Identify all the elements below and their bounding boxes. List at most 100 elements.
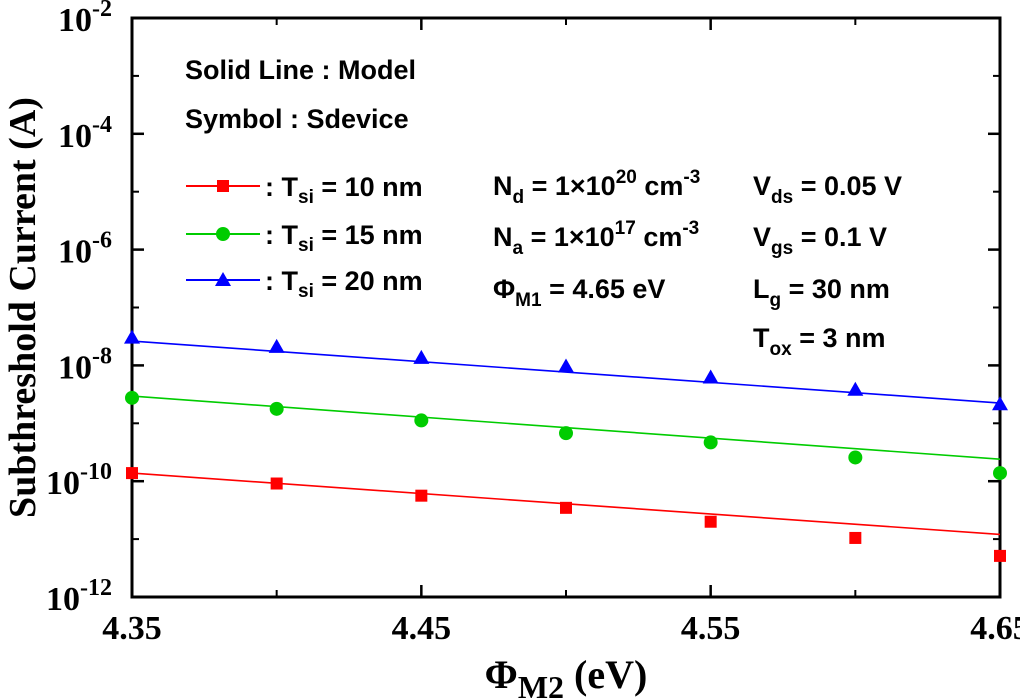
param-value: = 3 nm xyxy=(792,323,886,353)
x-axis-label-subscript: M2 xyxy=(518,669,564,698)
parameter-label: Tox = 3 nm xyxy=(753,323,885,360)
param-unit-exponent: -3 xyxy=(683,167,700,188)
parameter-label: Nd = 1×1020 cm-3 xyxy=(493,167,700,208)
y-tick-base: 10 xyxy=(58,118,92,155)
param-value: = 1×10 xyxy=(524,171,616,201)
sdevice-point-circle xyxy=(993,466,1007,481)
sdevice-point-circle xyxy=(125,390,139,405)
param-exponent: 17 xyxy=(615,218,636,239)
sdevice-point-circle xyxy=(703,435,718,450)
legend-label-prefix: : T xyxy=(265,220,298,250)
param-unit-exponent: -3 xyxy=(682,218,699,239)
parameter-label: ΦM1 = 4.65 eV xyxy=(493,274,665,311)
param-subscript: ds xyxy=(771,187,793,208)
sdevice-point-square xyxy=(415,489,428,502)
series-3 xyxy=(124,329,1008,411)
legend-label: : Tsi = 10 nm xyxy=(265,172,423,208)
y-tick-exponent: -10 xyxy=(80,459,112,485)
sdevice-point-circle xyxy=(269,401,284,416)
param-unit: cm xyxy=(637,171,684,201)
legend-marker-circle xyxy=(216,227,230,241)
y-tick-label: 10-10 xyxy=(46,459,112,502)
y-tick-exponent: -12 xyxy=(80,575,112,601)
sdevice-point-square xyxy=(126,467,138,480)
y-tick-exponent: -8 xyxy=(92,343,112,369)
param-symbol: N xyxy=(493,171,513,201)
param-subscript: a xyxy=(513,238,524,259)
note-text: Symbol : Sdevice xyxy=(185,104,409,134)
legend-entry-3: : Tsi = 20 nm xyxy=(186,266,423,302)
sdevice-point-square xyxy=(270,477,283,490)
y-tick-exponent: -4 xyxy=(92,112,112,138)
legend-entry-2: : Tsi = 15 nm xyxy=(186,220,423,256)
sdevice-point-triangle xyxy=(413,349,430,364)
legend-marker-square xyxy=(217,180,229,192)
legend-label-suffix: = 20 nm xyxy=(314,266,423,296)
legend-label: : Tsi = 20 nm xyxy=(265,266,423,302)
y-tick-base: 10 xyxy=(46,581,80,618)
param-exponent: 20 xyxy=(616,167,637,188)
y-tick-base: 10 xyxy=(58,234,92,271)
sdevice-point-triangle xyxy=(847,381,864,396)
legend-label-subscript: si xyxy=(298,235,314,256)
x-axis-label-symbol: Φ xyxy=(485,652,518,697)
param-value: = 30 nm xyxy=(781,274,890,304)
x-tick-label: 4.55 xyxy=(681,610,741,647)
y-tick-label: 10-8 xyxy=(58,343,112,386)
note-text: Solid Line : Model xyxy=(185,55,416,85)
y-tick-base: 10 xyxy=(46,465,80,502)
sdevice-point-square xyxy=(704,515,717,528)
sdevice-point-circle xyxy=(414,413,429,428)
y-tick-label: 10-4 xyxy=(58,112,112,155)
x-tick-label: 4.45 xyxy=(392,610,452,647)
legend-label-prefix: : T xyxy=(265,266,298,296)
y-tick-exponent: -6 xyxy=(92,228,112,254)
y-tick-label: 10-6 xyxy=(58,228,112,271)
legend-label-subscript: si xyxy=(298,281,314,302)
y-tick-base: 10 xyxy=(58,2,92,39)
param-symbol: V xyxy=(753,222,771,252)
param-symbol: L xyxy=(753,274,770,304)
sdevice-point-triangle xyxy=(558,358,574,373)
y-tick-base: 10 xyxy=(58,349,92,386)
x-axis-label-unit: (eV) xyxy=(564,652,647,697)
param-symbol: N xyxy=(493,222,513,252)
param-subscript: ox xyxy=(770,339,793,360)
param-value: = 1×10 xyxy=(523,222,615,252)
param-value: = 0.1 V xyxy=(793,222,887,252)
x-tick-label: 4.35 xyxy=(102,610,162,647)
param-subscript: g xyxy=(770,290,782,311)
sdevice-point-square xyxy=(994,549,1006,562)
parameter-label: Vds = 0.05 V xyxy=(753,171,902,208)
y-axis-label: Subthreshold Current (A) xyxy=(2,97,44,518)
sdevice-point-triangle xyxy=(124,329,140,344)
param-unit: cm xyxy=(636,222,683,252)
x-axis-label: ΦM2 (eV) xyxy=(485,652,648,698)
param-symbol: T xyxy=(753,323,770,353)
series-1 xyxy=(126,467,1006,562)
series-2 xyxy=(125,390,1007,481)
param-subscript: d xyxy=(513,187,525,208)
param-value: = 4.65 eV xyxy=(542,274,666,304)
param-value: = 0.05 V xyxy=(793,171,902,201)
legend-entry-1: : Tsi = 10 nm xyxy=(186,172,423,208)
parameter-label: Lg = 30 nm xyxy=(753,274,890,311)
y-tick-label: 10-12 xyxy=(46,575,112,618)
sdevice-point-circle xyxy=(559,426,573,441)
legend-label-subscript: si xyxy=(298,187,314,208)
x-tick-label: 4.65 xyxy=(970,610,1020,647)
sdevice-point-triangle xyxy=(992,396,1008,411)
sdevice-point-triangle xyxy=(702,369,719,384)
legend-label-suffix: = 10 nm xyxy=(314,172,423,202)
parameter-label: Na = 1×1017 cm-3 xyxy=(493,218,699,259)
param-subscript: M1 xyxy=(515,290,542,311)
legend-marker-triangle xyxy=(215,272,231,286)
legend-label-prefix: : T xyxy=(265,172,298,202)
parameter-label: Vgs = 0.1 V xyxy=(753,222,887,259)
param-symbol: Φ xyxy=(493,274,515,304)
sdevice-point-square xyxy=(849,531,862,544)
param-symbol: V xyxy=(753,171,771,201)
sdevice-point-circle xyxy=(848,450,863,465)
